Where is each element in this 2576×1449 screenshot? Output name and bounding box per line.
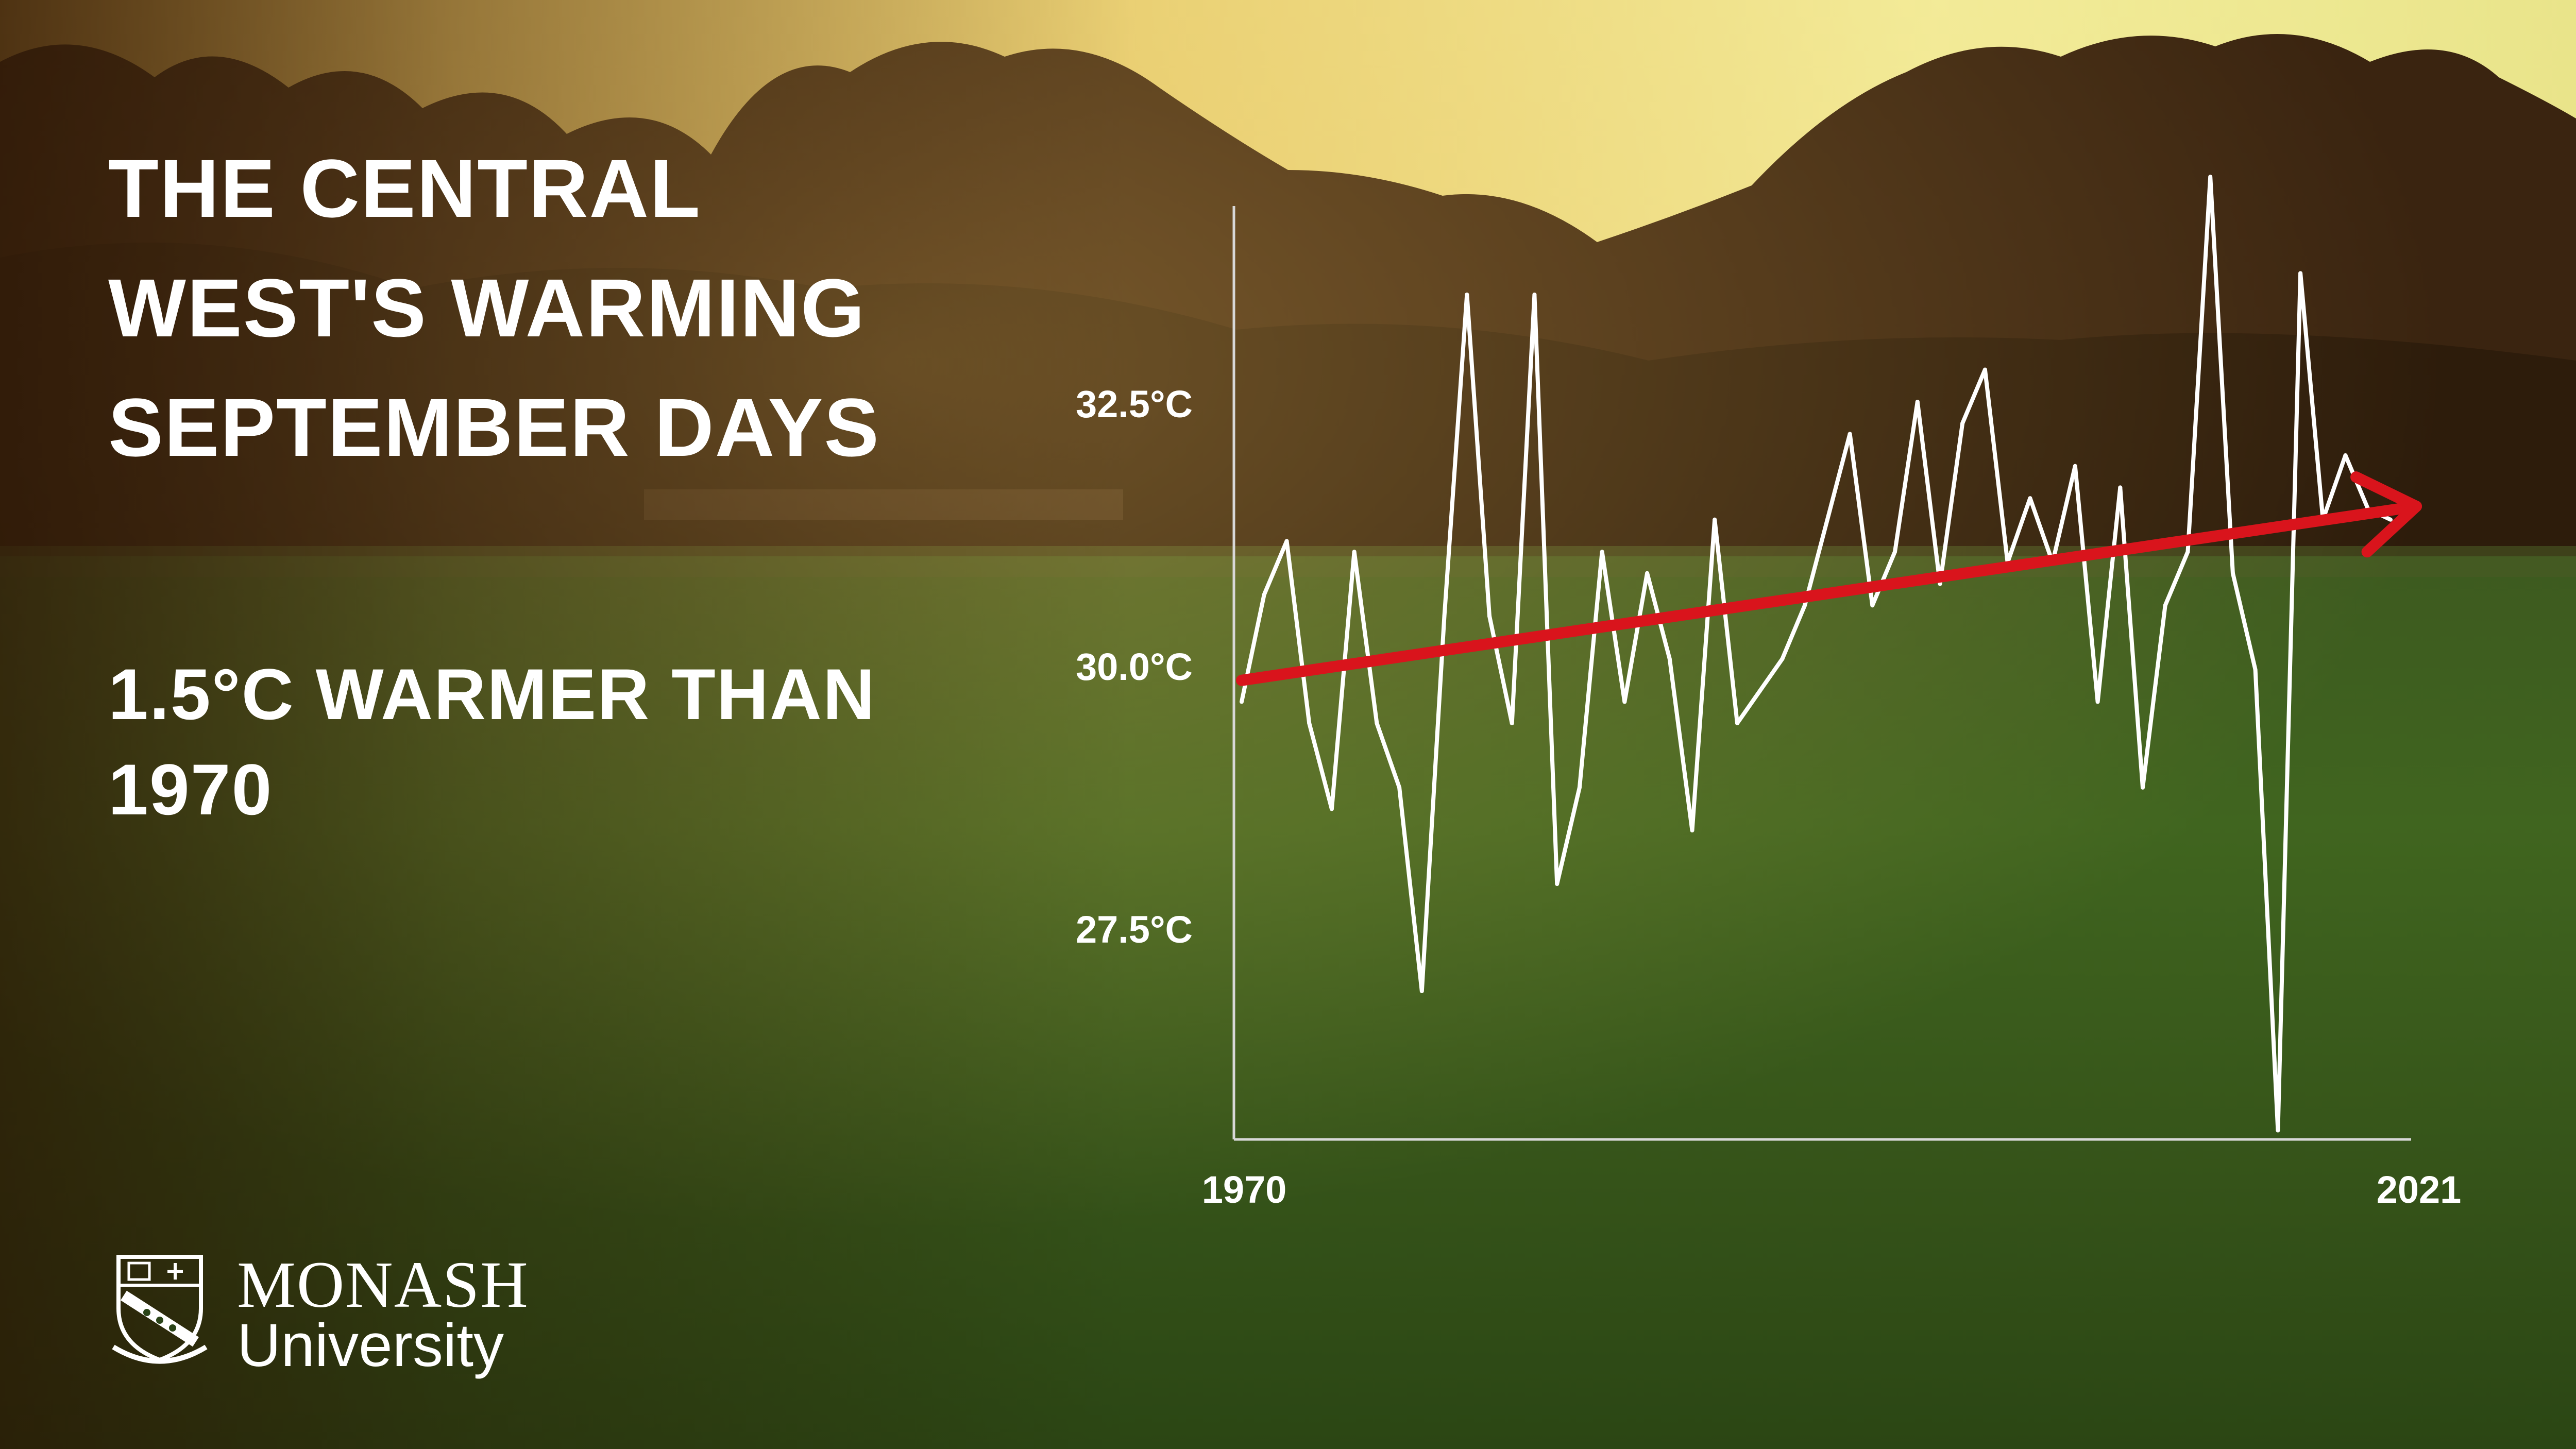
data-point-1992 [1735,721,1739,725]
title-line-1: THE CENTRAL [108,142,701,234]
data-point-1990 [1690,828,1694,832]
data-point-2012 [2185,550,2190,554]
data-point-2011 [2163,603,2167,608]
data-point-1978 [1419,989,1424,993]
data-point-1972 [1284,539,1289,543]
data-point-2015 [2253,668,2258,672]
monash-university-logo: MONASH University [108,1247,546,1380]
data-point-2017 [2298,271,2303,276]
data-point-2021 [2388,517,2393,522]
data-point-2005 [2028,496,2032,501]
data-point-1991 [1713,517,1717,522]
data-point-2010 [2141,785,2145,790]
title-line-3: SEPTEMBER DAYS [108,381,880,473]
data-point-1973 [1307,721,1312,725]
data-point-1977 [1397,785,1402,790]
x-tick-label-1970: 1970 [1202,1168,1287,1211]
data-point-1998 [1870,603,1875,608]
data-point-2009 [2118,485,2123,490]
data-point-1996 [1825,517,1829,522]
data-point-2016 [2276,1128,2280,1133]
data-point-1970 [1240,700,1244,704]
data-point-2019 [2343,453,2348,457]
data-point-1993 [1757,689,1762,693]
logo-text-university: University [237,1311,504,1379]
data-point-1975 [1352,550,1357,554]
data-point-1976 [1375,721,1379,725]
data-point-2002 [1960,421,1965,425]
annotation-line-1: 1.5°C WARMER THAN [108,654,876,735]
data-point-1986 [1600,550,1604,554]
data-point-1971 [1262,592,1266,597]
data-point-1994 [1780,657,1785,661]
data-point-1988 [1645,571,1650,575]
chart-title: THE CENTRAL WEST'S WARMING SEPTEMBER DAY… [108,129,880,487]
data-point-1985 [1577,785,1582,790]
data-point-2007 [2073,464,2077,468]
data-point-1983 [1532,293,1537,297]
data-point-2013 [2208,175,2213,179]
warming-annotation: 1.5°C WARMER THAN 1970 [108,646,876,837]
data-point-1979 [1442,614,1447,618]
data-point-1981 [1487,614,1492,618]
data-point-2003 [1982,367,1987,372]
crest-icon [112,1255,208,1364]
data-point-1974 [1329,807,1334,811]
x-tick-label-2021: 2021 [2377,1168,2462,1211]
y-tick-label-32-5: 32.5°C [1076,383,1193,425]
trend-arrow-line [1236,501,2422,686]
data-point-2008 [2095,700,2100,704]
annotation-line-2: 1970 [108,749,273,830]
title-line-2: WEST'S WARMING [108,262,866,354]
data-point-2001 [1938,582,1942,586]
logo-text-monash: MONASH [237,1248,529,1321]
y-tick-label-27-5: 27.5°C [1076,908,1193,951]
data-point-1997 [1848,432,1852,436]
data-point-1980 [1465,293,1469,297]
data-point-1999 [1893,550,1897,554]
data-point-2014 [2230,571,2235,575]
data-point-1987 [1622,700,1627,704]
data-point-1984 [1555,882,1560,886]
data-point-2000 [1915,400,1920,404]
trend-arrow-head [2350,471,2422,558]
data-point-1989 [1667,657,1672,661]
temperature-series-line [1240,175,2392,1133]
y-tick-label-30-0: 30.0°C [1076,645,1193,688]
data-point-1982 [1510,721,1514,725]
data-point-1995 [1803,603,1807,608]
